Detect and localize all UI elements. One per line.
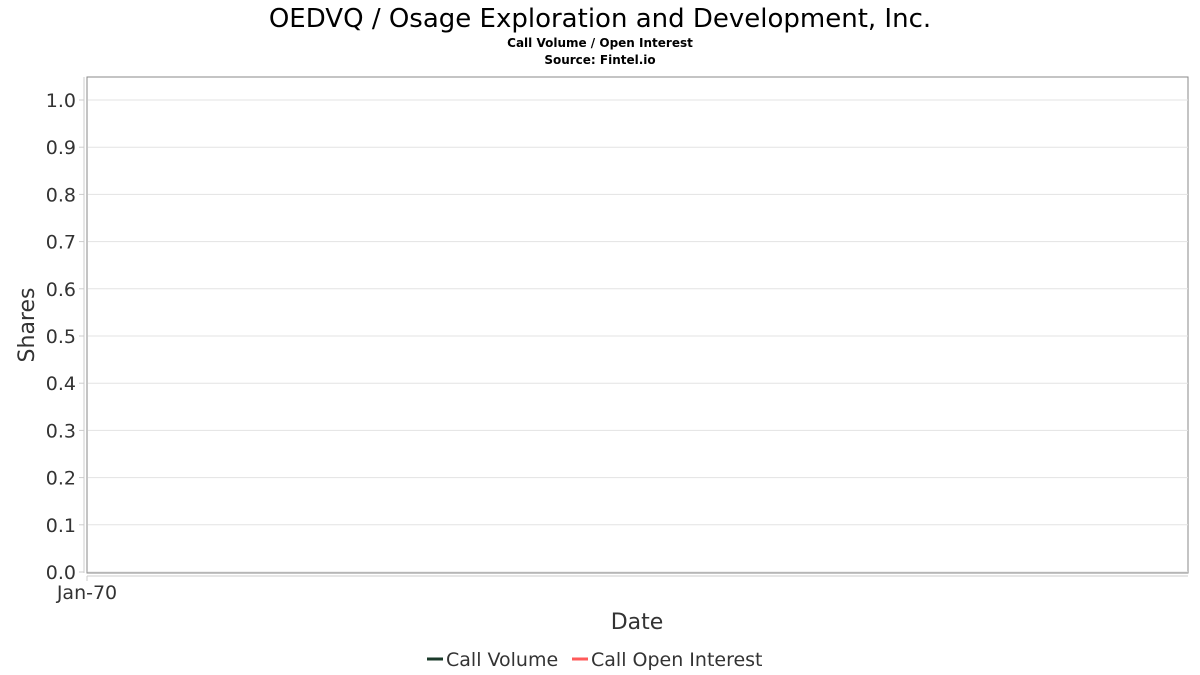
x-tick-label: Jan-70: [56, 582, 117, 604]
y-tick-label: 0.9: [46, 137, 76, 159]
y-tick-label: 0.2: [46, 468, 76, 490]
y-axis-ticks: 0.0 0.1 0.2 0.3 0.4 0.5 0.6 0.7 0.8 0.9 1.0: [46, 90, 84, 584]
y-tick-label: 0.6: [46, 279, 76, 301]
y-tick-label: 0.5: [46, 326, 76, 348]
legend: Call Volume Call Open Interest: [427, 649, 763, 671]
y-tick-label: 0.4: [46, 373, 76, 395]
x-axis-ticks: Jan-70: [56, 576, 117, 604]
chart-subtitle: Call Volume / Open Interest: [507, 36, 693, 50]
chart-title: OEDVQ / Osage Exploration and Developmen…: [269, 4, 931, 34]
y-tick-label: 0.8: [46, 184, 76, 206]
x-axis-title: Date: [611, 610, 664, 635]
y-tick-label: 0.1: [46, 515, 76, 537]
legend-label: Call Volume: [446, 649, 558, 671]
plot-area: [86, 76, 1189, 574]
y-axis-title: Shares: [15, 288, 40, 363]
y-tick-label: 1.0: [46, 90, 76, 112]
y-tick-label: 0.3: [46, 420, 76, 442]
grid-lines: [88, 99, 1188, 573]
legend-label: Call Open Interest: [591, 649, 763, 671]
chart-source: Source: Fintel.io: [544, 53, 655, 67]
y-tick-label: 0.7: [46, 232, 76, 254]
y-tick-label: 0.0: [46, 562, 76, 584]
